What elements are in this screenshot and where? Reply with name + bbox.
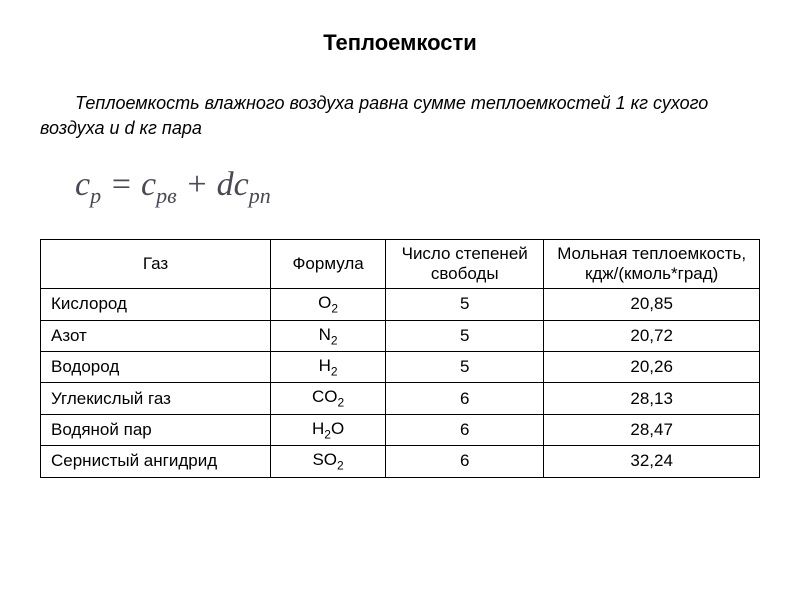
page-title: Теплоемкости	[40, 30, 760, 56]
table-row: ВодородH2520,26	[41, 351, 760, 382]
formula-sub-p: p	[90, 183, 101, 208]
heat-capacity-table: Газ Формула Число степеней свободы Мольн…	[40, 239, 760, 477]
cell-capacity: 32,24	[544, 446, 760, 477]
th-formula: Формула	[271, 240, 386, 289]
cell-dof: 5	[386, 351, 544, 382]
cell-gas: Азот	[41, 320, 271, 351]
table-row: Сернистый ангидридSO2632,24	[41, 446, 760, 477]
table-row: Водяной парH2O628,47	[41, 414, 760, 445]
cell-dof: 5	[386, 289, 544, 320]
cell-gas: Водяной пар	[41, 414, 271, 445]
formula-sub-p2: pп	[249, 183, 271, 208]
cell-capacity: 20,85	[544, 289, 760, 320]
th-cap: Мольная теплоемкость, кдж/(кмоль*град)	[544, 240, 760, 289]
cell-capacity: 20,26	[544, 351, 760, 382]
cell-capacity: 28,13	[544, 383, 760, 414]
cell-formula: CO2	[271, 383, 386, 414]
formula-plus: +	[177, 166, 217, 203]
formula-c: c	[75, 166, 90, 203]
cell-gas: Сернистый ангидрид	[41, 446, 271, 477]
formula-sub-p1: pв	[156, 183, 177, 208]
th-dof: Число степеней свободы	[386, 240, 544, 289]
cell-formula: H2O	[271, 414, 386, 445]
cell-dof: 6	[386, 414, 544, 445]
intro-text: Теплоемкость влажного воздуха равна сумм…	[40, 91, 760, 141]
table-header-row: Газ Формула Число степеней свободы Мольн…	[41, 240, 760, 289]
table-body: КислородO2520,85АзотN2520,72ВодородH2520…	[41, 289, 760, 477]
table-row: Углекислый газCO2628,13	[41, 383, 760, 414]
cell-capacity: 20,72	[544, 320, 760, 351]
formula-d: d	[217, 166, 234, 203]
cell-capacity: 28,47	[544, 414, 760, 445]
cell-formula: O2	[271, 289, 386, 320]
cell-formula: SO2	[271, 446, 386, 477]
cell-dof: 6	[386, 383, 544, 414]
cell-formula: N2	[271, 320, 386, 351]
formula-c1: c	[141, 166, 156, 203]
table-row: АзотN2520,72	[41, 320, 760, 351]
cell-gas: Водород	[41, 351, 271, 382]
cell-gas: Кислород	[41, 289, 271, 320]
formula-c2: c	[234, 166, 249, 203]
table-row: КислородO2520,85	[41, 289, 760, 320]
formula-eq: =	[101, 166, 141, 203]
th-gas: Газ	[41, 240, 271, 289]
cell-dof: 6	[386, 446, 544, 477]
cell-gas: Углекислый газ	[41, 383, 271, 414]
cell-formula: H2	[271, 351, 386, 382]
cell-dof: 5	[386, 320, 544, 351]
formula: cp = cpв + dcpп	[75, 166, 760, 209]
